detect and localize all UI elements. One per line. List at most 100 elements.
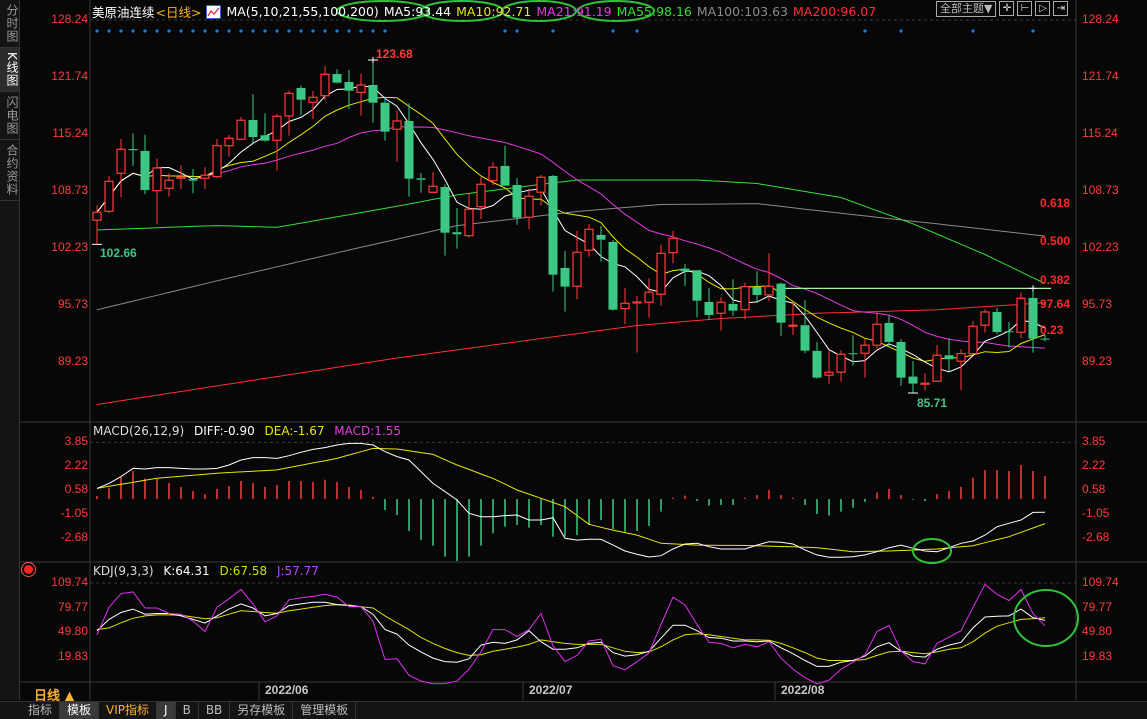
signal-dot	[335, 29, 339, 33]
tab-indicators[interactable]: 指标	[0, 702, 61, 719]
indicator-chart-icon[interactable]	[206, 4, 222, 19]
tab-b[interactable]: B	[176, 702, 199, 719]
signal-dot	[1031, 29, 1035, 33]
period-tag: <日线>	[155, 5, 202, 20]
main-legend: 美原油连续 <日线> MA(5,10,21,55,100,200) MA5:93…	[92, 2, 881, 21]
signal-dot	[323, 29, 327, 33]
tab-save-template[interactable]: 另存模板	[230, 702, 294, 719]
ma100-line	[96, 203, 1046, 311]
macd-axis-label-right: -1.05	[1082, 506, 1110, 521]
macd-value: MACD:1.55	[334, 424, 402, 438]
signal-dot	[215, 29, 219, 33]
kdj-axis-label-right: 19.83	[1082, 649, 1113, 664]
signal-dot	[635, 29, 639, 33]
signal-dot	[263, 29, 267, 33]
macd-axis-label-right: -2.68	[1082, 530, 1110, 545]
settings-sun-icon[interactable]	[24, 565, 33, 574]
move-right-icon[interactable]: ⇥	[1053, 1, 1069, 16]
macd-axis-label-left: -2.68	[60, 530, 88, 545]
signal-dot	[515, 29, 519, 33]
tab-templates[interactable]: 模板	[60, 702, 100, 719]
kdj-axis-label-right: 79.77	[1082, 599, 1113, 614]
candle-down	[404, 120, 414, 179]
signal-dot	[503, 29, 507, 33]
price-axis-label-right: 121.74	[1082, 69, 1119, 83]
signal-dot	[359, 29, 363, 33]
candle-up	[980, 311, 990, 326]
high-price-label: 123.68	[376, 47, 413, 61]
tab-bb[interactable]: BB	[199, 702, 231, 719]
candle-up	[920, 382, 930, 385]
candle-up	[968, 325, 978, 355]
macd-dea-value: DEA:-1.67	[264, 424, 325, 438]
candle-up	[176, 176, 186, 179]
crosshair-icon[interactable]: ✛	[999, 1, 1015, 16]
fib-level-label: 0.382	[1040, 273, 1071, 288]
ma5-value: MA5:93.44	[383, 4, 452, 19]
candle-down	[884, 322, 894, 342]
sidebar-tab-contract-info[interactable]: 合约资料	[0, 140, 19, 201]
candle-down	[380, 102, 390, 132]
signal-dot	[155, 29, 159, 33]
candle-down	[368, 84, 378, 103]
fib-level-label: 97.64	[1040, 297, 1071, 312]
kdj-k-value: K:64.31	[163, 564, 210, 578]
price-axis-label-right: 89.23	[1082, 354, 1113, 369]
signal-dot	[107, 29, 111, 33]
price-axis-label-right: 115.24	[1082, 126, 1118, 140]
candle-up	[164, 179, 174, 189]
candle-up	[224, 137, 234, 147]
period-label: 日线	[34, 689, 61, 704]
candle-up	[620, 302, 630, 310]
tab-manage-templates[interactable]: 管理模板	[293, 702, 357, 719]
signal-dot	[299, 29, 303, 33]
tab-vip-indicators[interactable]: VIP指标	[99, 702, 158, 719]
price-axis-label-right: 95.73	[1082, 297, 1113, 312]
candle-up	[284, 92, 294, 117]
zoom-left-icon[interactable]: ⊢	[1017, 1, 1033, 16]
candle-up	[536, 176, 546, 193]
kdj-axis-label-left: 19.83	[57, 649, 88, 664]
sidebar-tab-flash[interactable]: 闪电图	[0, 92, 19, 140]
theme-dropdown[interactable]: 全部主题▼	[936, 1, 997, 17]
x-axis-label: 2022/07	[529, 683, 573, 697]
macd-axis-label-left: 3.85	[64, 434, 88, 449]
candle-up	[104, 180, 114, 212]
period-selector[interactable]: 日线 ▲	[34, 685, 75, 704]
candle-up	[428, 185, 438, 193]
tab-j[interactable]: J	[157, 702, 176, 719]
ma21-value: MA21:91.19	[536, 4, 612, 19]
ma10-value: MA10:92.71	[456, 4, 532, 19]
candle-up	[956, 353, 966, 362]
price-axis-label-left: 121.74	[51, 69, 88, 83]
sidebar-tab-kline[interactable]: K线图	[0, 48, 19, 92]
candle-down	[1004, 331, 1014, 333]
candle-down	[704, 301, 714, 315]
fib-level-label: 0.23	[1040, 323, 1064, 338]
candle-up	[632, 301, 642, 304]
ma200-value: MA200:96.07	[793, 4, 877, 19]
price-axis-label-right: 128.24	[1082, 12, 1119, 26]
candle-up	[272, 115, 282, 141]
candle-up	[716, 301, 726, 314]
ma55-value: MA55:98.16	[616, 4, 692, 19]
candle-up	[656, 252, 666, 295]
candle-up	[824, 371, 834, 376]
kdj-k-line	[96, 601, 1046, 667]
signal-dot	[131, 29, 135, 33]
price-axis-label-left: 108.73	[51, 183, 88, 198]
candle-up	[788, 324, 798, 327]
template-tabbar: 指标 模板 VIP指标 J B BB 另存模板 管理模板	[0, 701, 1147, 719]
sidebar-tab-timeshare[interactable]: 分时图	[0, 0, 19, 48]
price-axis-label-left: 95.73	[57, 297, 88, 312]
candle-down	[500, 165, 510, 186]
kdj-j-line	[96, 583, 1046, 685]
candle-up	[764, 285, 774, 296]
signal-dot	[899, 29, 903, 33]
macd-axis-label-right: 3.85	[1082, 434, 1106, 449]
play-right-icon[interactable]: ▷	[1035, 1, 1051, 16]
price-axis-label-right: 102.23	[1082, 240, 1119, 255]
candle-down	[596, 234, 606, 240]
macd-dea-line	[96, 447, 1046, 553]
